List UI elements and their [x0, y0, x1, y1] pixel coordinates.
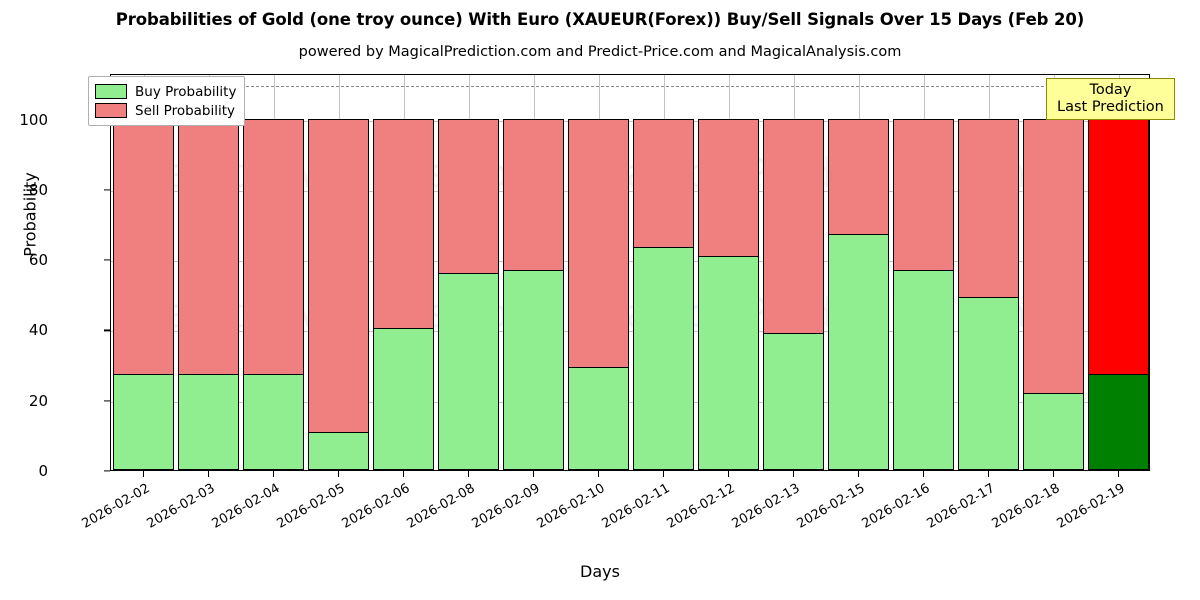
x-axis-tick-mark — [727, 471, 729, 477]
y-axis-tick-label: 20 — [28, 391, 48, 410]
bar-series-layer — [111, 75, 1149, 470]
x-axis-tick-mark — [272, 471, 274, 477]
y-axis-label: Probability — [20, 172, 40, 257]
legend-item-sell: Sell Probability — [95, 101, 236, 120]
bar-segment-buy[interactable] — [697, 255, 760, 470]
bar-segment-buy[interactable] — [762, 332, 825, 470]
gridline-horizontal — [111, 401, 1149, 403]
legend-swatch-sell — [95, 103, 127, 118]
bar-segment-sell[interactable] — [827, 118, 890, 234]
bar-segment-buy[interactable] — [567, 366, 630, 470]
bar-segment-sell[interactable] — [307, 118, 370, 433]
today-annotation: Today Last Prediction — [1046, 78, 1175, 121]
bar-segment-buy[interactable] — [437, 273, 500, 470]
bar-segment-buy[interactable] — [1022, 392, 1085, 470]
gridline-horizontal — [111, 261, 1149, 263]
x-axis-tick-mark — [207, 471, 209, 477]
bar-column[interactable] — [892, 118, 955, 470]
bar-column[interactable] — [567, 118, 630, 470]
bar-segment-buy[interactable] — [827, 233, 890, 470]
legend-label-buy: Buy Probability — [135, 83, 237, 100]
bar-column[interactable] — [957, 118, 1020, 470]
bar-segment-buy[interactable] — [112, 373, 175, 470]
bar-segment-sell[interactable] — [957, 118, 1020, 297]
gridline-horizontal — [111, 120, 1149, 122]
bar-segment-sell[interactable] — [697, 118, 760, 256]
bar-column[interactable] — [437, 118, 500, 470]
bar-segment-sell[interactable] — [762, 118, 825, 333]
bar-column[interactable] — [307, 118, 370, 470]
x-axis-tick-mark — [662, 471, 664, 477]
y-axis-tick-label: 80 — [28, 180, 48, 199]
x-axis-tick-mark — [337, 471, 339, 477]
bar-segment-buy[interactable] — [632, 247, 695, 470]
reference-dashed-line — [111, 85, 1149, 87]
chart-subtitle: powered by MagicalPrediction.com and Pre… — [298, 44, 902, 60]
x-axis-tick-mark — [1117, 471, 1119, 477]
bar-segment-sell[interactable] — [177, 118, 240, 374]
bar-segment-buy[interactable] — [372, 328, 435, 470]
bar-column[interactable] — [372, 118, 435, 470]
x-axis-tick-mark — [142, 471, 144, 477]
bar-segment-buy[interactable] — [307, 432, 370, 470]
bar-segment-sell[interactable] — [437, 118, 500, 274]
gridline-horizontal — [111, 331, 1149, 333]
y-axis-tick-label: 40 — [28, 321, 48, 340]
bar-segment-sell[interactable] — [1022, 118, 1085, 393]
legend-item-buy: Buy Probability — [95, 82, 236, 101]
bar-segment-buy[interactable] — [892, 269, 955, 470]
bar-segment-buy[interactable] — [242, 373, 305, 470]
y-axis-tick-mark — [104, 259, 110, 261]
gridline-horizontal — [111, 190, 1149, 192]
y-axis-tick-mark — [104, 470, 110, 472]
bar-segment-sell[interactable] — [372, 118, 435, 329]
y-axis-tick-label: 60 — [28, 251, 48, 270]
bar-column[interactable] — [242, 118, 305, 470]
x-axis-tick-mark — [857, 471, 859, 477]
bar-column[interactable] — [1022, 118, 1085, 470]
bar-segment-buy[interactable] — [502, 269, 565, 470]
chart-legend: Buy Probability Sell Probability — [88, 76, 246, 126]
y-axis-tick-mark — [104, 189, 110, 191]
bar-column[interactable] — [827, 118, 890, 470]
x-axis-tick-mark — [792, 471, 794, 477]
bar-column[interactable] — [762, 118, 825, 470]
today-annotation-line2: Last Prediction — [1057, 98, 1164, 115]
x-axis-tick-mark — [987, 471, 989, 477]
x-axis-tick-mark — [922, 471, 924, 477]
x-axis-tick-mark — [467, 471, 469, 477]
bar-column[interactable] — [697, 118, 760, 470]
legend-swatch-buy — [95, 84, 127, 99]
bar-segment-sell[interactable] — [1087, 118, 1149, 374]
y-axis-tick-mark — [104, 329, 110, 332]
plot-area: MagicalAnalysis.comMagicalPrediction.com… — [110, 74, 1150, 471]
x-axis-tick-mark — [402, 471, 404, 477]
today-annotation-line1: Today — [1089, 82, 1132, 98]
bar-segment-sell[interactable] — [112, 118, 175, 374]
bar-segment-sell[interactable] — [502, 118, 565, 270]
chart-title: Probabilities of Gold (one troy ounce) W… — [115, 10, 1085, 29]
y-axis-tick-label: 100 — [19, 110, 48, 129]
bar-segment-buy[interactable] — [177, 373, 240, 470]
x-axis-tick-mark — [597, 471, 599, 477]
bar-segment-buy[interactable] — [1087, 373, 1149, 470]
legend-label-sell: Sell Probability — [135, 102, 236, 119]
bar-segment-sell[interactable] — [567, 118, 630, 367]
bar-column[interactable] — [112, 118, 175, 470]
bar-column[interactable] — [177, 118, 240, 470]
x-axis-tick-mark — [532, 471, 534, 477]
bar-segment-sell[interactable] — [892, 118, 955, 270]
bar-segment-sell[interactable] — [632, 118, 695, 248]
bar-column[interactable] — [1087, 118, 1149, 470]
bar-column[interactable] — [632, 118, 695, 470]
bar-segment-buy[interactable] — [957, 296, 1020, 470]
x-axis-label: Days — [580, 562, 620, 581]
x-axis-tick-mark — [1052, 471, 1054, 477]
bar-segment-sell[interactable] — [242, 118, 305, 374]
y-axis-tick-label: 0 — [38, 462, 48, 480]
y-axis-tick-mark — [104, 400, 110, 402]
bar-column[interactable] — [502, 118, 565, 470]
